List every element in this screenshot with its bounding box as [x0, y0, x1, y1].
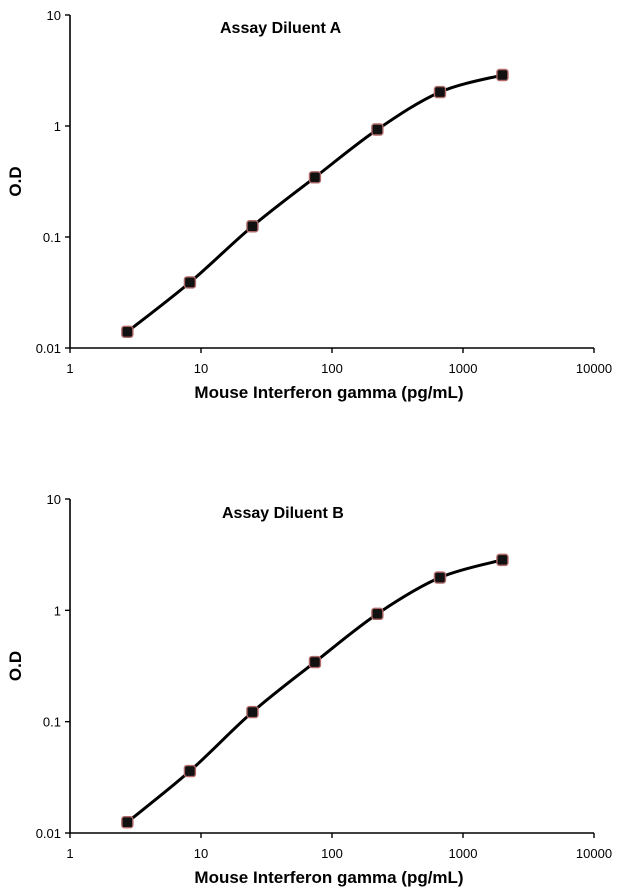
- y-tick-label: 0.01: [36, 341, 61, 356]
- x-tick-label: 100: [321, 846, 343, 861]
- y-tick-label: 1: [54, 603, 61, 618]
- data-point-marker: [371, 123, 384, 136]
- x-tick-label: 1000: [449, 361, 478, 376]
- x-tick-label: 10: [194, 846, 208, 861]
- y-tick-label: 10: [47, 8, 61, 23]
- data-point-marker: [121, 325, 134, 338]
- y-axis-title: O.D: [6, 651, 25, 681]
- data-point-marker: [183, 764, 197, 778]
- data-point-marker: [371, 607, 384, 621]
- y-axis-title: O.D: [6, 166, 25, 196]
- data-point-marker: [308, 171, 322, 184]
- data-point-marker: [433, 85, 447, 99]
- y-tick-label: 0.1: [43, 230, 61, 245]
- data-point-marker: [308, 655, 322, 669]
- data-point-marker: [496, 68, 509, 82]
- x-tick-label: 10000: [576, 846, 612, 861]
- data-point-marker: [246, 705, 259, 719]
- fit-curve-line: [125, 73, 504, 334]
- chart-panel-1: 0.01 0.1 1 10 1 10 100 1000 10000 Assay Diluent A…: [6, 8, 612, 402]
- data-point-marker: [183, 276, 197, 289]
- y-tick-label: 0.1: [43, 715, 61, 730]
- data-point-marker: [121, 816, 134, 829]
- x-tick-label: 100: [321, 361, 343, 376]
- data-point-marker: [433, 571, 447, 584]
- x-axis-title: Mouse Interferon gamma (pg/mL): [194, 868, 463, 887]
- y-tick-label: 1: [54, 119, 61, 134]
- data-point-marker: [246, 220, 259, 233]
- chart-title: Assay Diluent B: [222, 505, 344, 522]
- data-point-marker: [496, 553, 509, 567]
- y-tick-label: 0.01: [36, 826, 61, 841]
- x-tick-label: 1: [66, 361, 73, 376]
- chart-title: Assay Diluent A: [220, 20, 342, 37]
- chart-panel-2: 0.01 0.1 1 10 1 10 100 1000 10000 Assay Diluent B…: [6, 492, 612, 887]
- fit-curve-line: [125, 558, 504, 824]
- x-tick-label: 10000: [576, 361, 612, 376]
- x-tick-label: 1: [66, 846, 73, 861]
- x-axis-title: Mouse Interferon gamma (pg/mL): [194, 383, 463, 402]
- x-tick-label: 10: [194, 361, 208, 376]
- x-tick-label: 1000: [449, 846, 478, 861]
- y-tick-label: 10: [47, 492, 61, 507]
